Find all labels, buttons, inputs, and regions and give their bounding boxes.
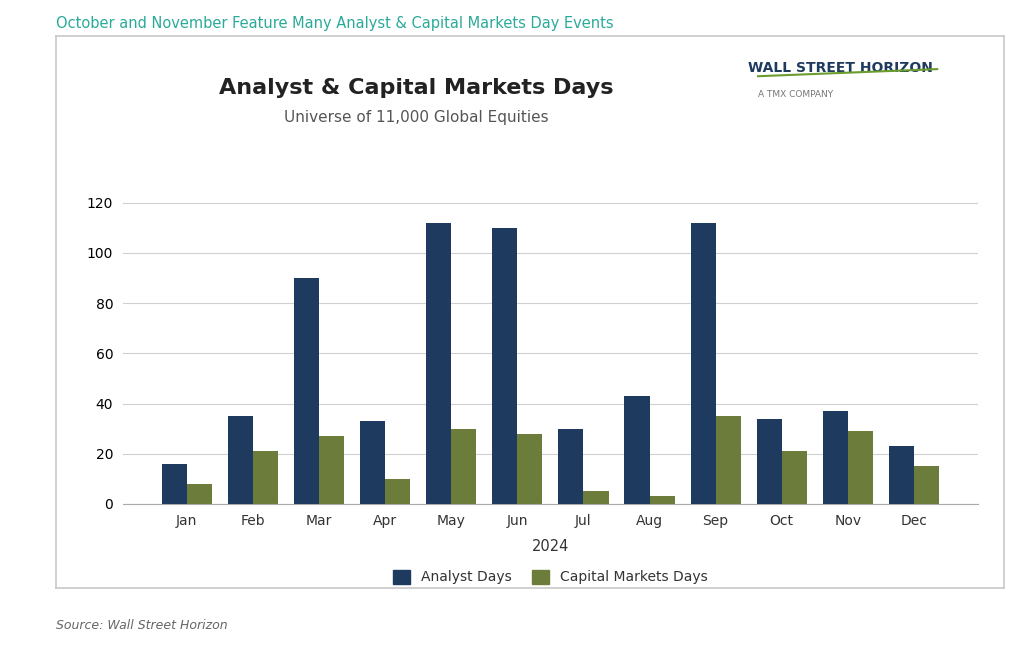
Bar <box>452 428 476 504</box>
Text: Analyst & Capital Markets Days: Analyst & Capital Markets Days <box>219 78 613 98</box>
Bar <box>493 228 517 504</box>
Bar <box>781 451 807 504</box>
Bar <box>914 466 939 504</box>
Bar <box>186 484 212 504</box>
Bar <box>228 416 253 504</box>
Bar <box>319 436 344 504</box>
Bar <box>385 479 411 504</box>
Bar <box>584 492 608 504</box>
Bar <box>558 428 584 504</box>
Bar <box>294 278 319 504</box>
Text: Universe of 11,000 Global Equities: Universe of 11,000 Global Equities <box>284 110 549 125</box>
Bar <box>649 496 675 504</box>
Bar <box>625 396 649 504</box>
Bar <box>716 416 740 504</box>
Bar <box>162 464 186 504</box>
Legend: Analyst Days, Capital Markets Days: Analyst Days, Capital Markets Days <box>387 564 714 590</box>
Text: Source: Wall Street Horizon: Source: Wall Street Horizon <box>56 619 228 632</box>
Bar <box>517 433 543 504</box>
Text: WALL STREET HORIZON: WALL STREET HORIZON <box>748 61 933 76</box>
Bar <box>889 446 914 504</box>
Bar <box>757 419 781 504</box>
Text: October and November Feature Many Analyst & Capital Markets Day Events: October and November Feature Many Analys… <box>56 16 614 31</box>
Bar <box>360 421 385 504</box>
Bar <box>253 451 279 504</box>
X-axis label: 2024: 2024 <box>531 539 569 554</box>
Bar <box>426 223 452 504</box>
Bar <box>690 223 716 504</box>
Bar <box>848 431 872 504</box>
Bar <box>822 411 848 504</box>
Text: A TMX COMPANY: A TMX COMPANY <box>758 90 834 99</box>
